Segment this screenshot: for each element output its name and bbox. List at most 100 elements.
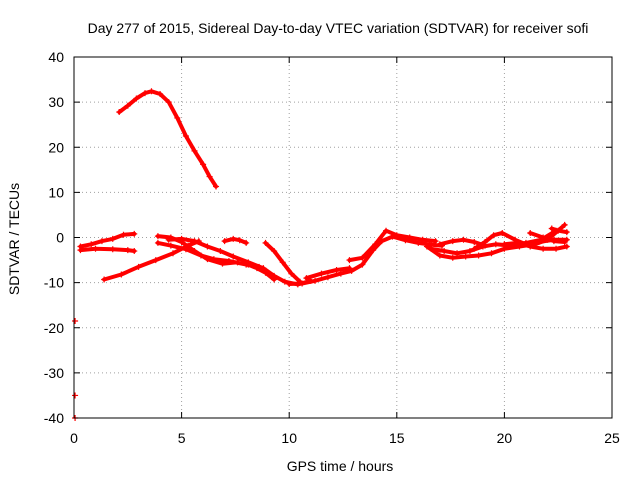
series-line	[246, 262, 277, 282]
series-arc-e	[154, 239, 263, 270]
axis-ticks: 0 5 10 15 20 25 -40 -30 -20 -10 0 10 20 30 40	[44, 49, 620, 446]
data-point	[454, 250, 461, 257]
data-point	[436, 252, 443, 259]
data-point	[230, 253, 237, 260]
data-point	[271, 276, 278, 283]
data-point	[527, 243, 534, 250]
data-point	[372, 241, 379, 248]
data-point	[428, 245, 435, 252]
data-point	[346, 265, 353, 272]
data-point	[72, 317, 79, 324]
data-point	[230, 235, 237, 242]
data-point	[449, 238, 456, 245]
data-point	[299, 280, 306, 287]
y-tick-label: -10	[44, 275, 64, 291]
data-point	[197, 252, 204, 259]
data-point	[165, 99, 172, 106]
data-point	[540, 234, 547, 241]
data-point	[281, 278, 288, 285]
data-point	[169, 250, 176, 257]
series-edge-left	[72, 317, 79, 421]
data-point	[182, 132, 189, 139]
series-line	[304, 266, 352, 281]
data-point	[124, 102, 131, 109]
data-point	[174, 114, 181, 121]
data-point	[225, 257, 232, 264]
data-point	[154, 233, 161, 240]
series-arc-g	[221, 235, 250, 246]
data-point	[191, 238, 198, 245]
data-point	[475, 252, 482, 259]
data-point	[167, 242, 174, 249]
y-tick-label: 30	[48, 94, 64, 110]
data-point	[449, 254, 456, 261]
data-point	[217, 248, 224, 255]
data-point	[561, 239, 568, 246]
x-tick-label: 25	[604, 430, 620, 446]
data-point	[488, 250, 495, 257]
data-point	[142, 90, 149, 97]
data-point	[236, 237, 243, 244]
series-arc-s	[548, 225, 570, 236]
data-point	[527, 229, 534, 236]
series-layer	[72, 88, 570, 421]
series-arc-q	[501, 239, 570, 252]
data-point	[165, 236, 172, 243]
data-point	[109, 246, 116, 253]
data-point	[182, 246, 189, 253]
x-tick-label: 0	[70, 430, 78, 446]
data-point	[436, 241, 443, 248]
data-point	[92, 245, 99, 252]
y-tick-label: 20	[48, 139, 64, 155]
data-point	[393, 232, 400, 239]
data-point	[318, 270, 325, 277]
data-point	[262, 269, 269, 276]
data-point	[466, 248, 473, 255]
data-point	[210, 256, 217, 263]
data-point	[563, 243, 570, 250]
data-point	[262, 239, 269, 246]
y-axis-label: SDTVAR / TECUs	[6, 183, 22, 295]
data-point	[206, 173, 213, 180]
y-tick-label: -20	[44, 320, 64, 336]
data-point	[471, 239, 478, 246]
data-point	[133, 95, 140, 102]
x-axis-label: GPS time / hours	[287, 458, 394, 474]
series-arc-a	[77, 230, 138, 250]
data-point	[191, 147, 198, 154]
data-point	[359, 254, 366, 261]
series-arc-h	[245, 261, 278, 283]
y-tick-label: -30	[44, 365, 64, 381]
data-point	[441, 248, 448, 255]
data-point	[337, 270, 344, 277]
data-point	[535, 239, 542, 246]
data-point	[72, 392, 79, 399]
data-point	[561, 221, 568, 228]
series-arc-r	[527, 229, 568, 246]
data-point	[492, 241, 499, 248]
data-point	[131, 248, 138, 255]
data-point	[131, 230, 138, 237]
data-point	[178, 235, 185, 242]
data-point	[271, 248, 278, 255]
data-point	[152, 257, 159, 264]
data-point	[548, 225, 555, 232]
data-point	[243, 239, 250, 246]
data-point	[118, 271, 125, 278]
data-point	[540, 245, 547, 252]
data-point	[120, 231, 127, 238]
series-arc-j	[286, 233, 445, 287]
data-point	[406, 234, 413, 241]
chart-title: Day 277 of 2015, Sidereal Day-to-day VTE…	[88, 20, 589, 36]
data-point	[77, 247, 84, 254]
data-point	[279, 259, 286, 266]
x-tick-label: 5	[178, 430, 186, 446]
data-point	[423, 243, 430, 250]
data-point	[200, 161, 207, 168]
data-point	[359, 261, 366, 268]
data-point	[312, 277, 319, 284]
data-point	[286, 280, 293, 287]
y-tick-label: 40	[48, 49, 64, 65]
data-point	[135, 263, 142, 270]
